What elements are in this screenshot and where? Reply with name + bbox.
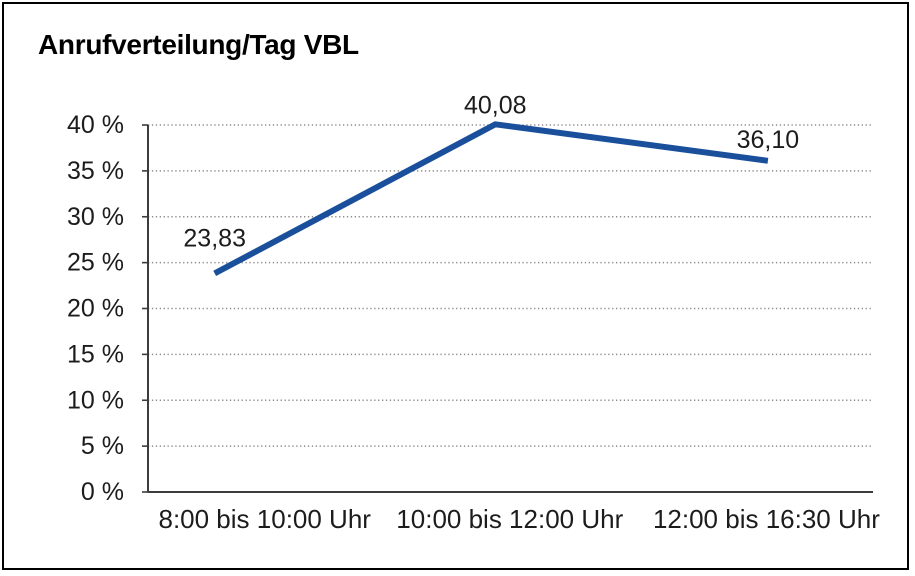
x-tick-label: 8:00 bis 10:00 Uhr [158,504,371,534]
y-tick-label: 30 % [67,203,124,231]
chart-title: Anrufverteilung/Tag VBL [38,29,359,60]
data-point-label: 23,83 [183,224,246,252]
y-tick-label: 20 % [67,295,124,323]
series-line [213,121,769,277]
x-tick-label: 10:00 bis 12:00 Uhr [396,504,623,534]
data-point-label: 36,10 [737,126,800,154]
y-tick-label: 5 % [81,432,124,460]
y-tick-label: 40 % [67,111,124,139]
y-tick-label: 35 % [67,157,124,185]
y-tick-label: 0 % [81,478,124,506]
x-tick-label: 12:00 bis 16:30 Uhr [653,504,880,534]
y-tick-label: 15 % [67,340,124,368]
data-point-label: 40,08 [464,91,527,119]
y-tick-label: 25 % [67,249,124,277]
y-tick-label: 10 % [67,386,124,414]
chart-border [2,2,909,570]
